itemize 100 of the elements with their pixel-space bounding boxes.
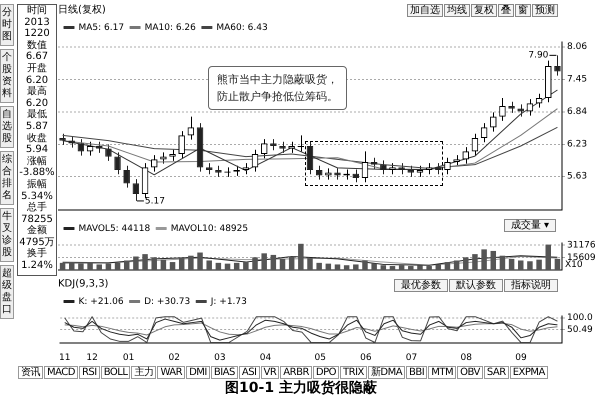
bar — [270, 254, 276, 270]
bar — [508, 258, 514, 270]
x-tick-label: 09 — [515, 352, 527, 363]
bar — [142, 254, 148, 270]
text: SAR — [484, 366, 509, 379]
text: 叠 — [498, 4, 514, 17]
bar — [106, 264, 112, 270]
bar — [252, 257, 258, 270]
candlestick — [252, 149, 258, 172]
text: MACD — [44, 366, 78, 379]
text: 5.94 — [24, 144, 50, 156]
candlestick — [160, 152, 167, 164]
bar — [472, 254, 478, 270]
chart-title: 日线(复权) — [58, 4, 106, 16]
text: 收盘 — [26, 132, 48, 144]
bar — [151, 257, 157, 270]
text: 分时图 — [1, 7, 13, 43]
bar — [307, 258, 313, 270]
bar — [536, 260, 542, 270]
text: 综合排名 — [1, 154, 13, 202]
legend-label: J: +1.73 — [210, 296, 247, 307]
bar — [316, 262, 322, 270]
bar — [60, 262, 66, 270]
x-tick-label: 07 — [406, 352, 418, 363]
y-tick-label: 6.84 — [567, 107, 588, 118]
text: 最高 — [26, 86, 48, 98]
callout-box: 熊市当中主力隐蔽吸货， 防止散户争抢低位筹码。 — [208, 66, 347, 110]
text: 复权 — [471, 4, 497, 17]
candlestick — [124, 165, 130, 188]
bar — [398, 265, 404, 270]
legend-label: MA5: 6.17 — [78, 22, 124, 33]
bar — [417, 265, 423, 270]
candlestick — [188, 116, 194, 140]
y-tick-label: 8.06 — [567, 42, 588, 52]
candlestick — [472, 133, 478, 156]
bar — [463, 257, 469, 270]
text: 振幅 — [26, 178, 48, 190]
text: OBV — [457, 366, 483, 379]
text: 牛叉诊股 — [1, 211, 13, 259]
bar — [298, 244, 304, 270]
text: 主力 — [131, 366, 156, 379]
text: 数值 — [26, 40, 48, 52]
legend-label: MAVOL10: 48925 — [170, 224, 248, 234]
bar — [216, 262, 222, 270]
text: 时间 — [26, 5, 48, 17]
text: 默认参数 — [449, 279, 503, 292]
text: DPO — [312, 366, 340, 379]
bar — [390, 266, 396, 270]
bar — [518, 260, 524, 270]
legend-label: K: +21.06 — [78, 296, 124, 307]
bar — [206, 260, 212, 270]
text: 指标说明 — [504, 279, 558, 292]
text: 窗 — [515, 4, 531, 17]
annotation: 5.17 — [144, 196, 165, 206]
bar — [454, 260, 460, 270]
text: 自选股 — [1, 109, 13, 145]
x-tick-label: 05 — [314, 352, 326, 363]
bar — [344, 265, 350, 270]
candlestick — [68, 136, 75, 148]
bar — [160, 260, 166, 270]
bar — [426, 266, 432, 270]
bar — [261, 253, 267, 270]
text: 均线 — [444, 4, 470, 17]
text: 2013 — [23, 16, 51, 28]
bar — [224, 264, 230, 270]
text: VR — [260, 366, 280, 379]
y-tick-label: 7.45 — [567, 74, 588, 85]
legend-label: D: +30.73 — [144, 296, 190, 307]
bar — [78, 264, 84, 270]
y-tick-label: 50.49 — [567, 324, 594, 335]
bar — [546, 244, 552, 270]
text: 金额 — [26, 225, 48, 237]
bar — [500, 256, 506, 270]
text: 4795万 — [18, 236, 56, 248]
annotation: 防止散户争抢低位筹码。 — [217, 89, 338, 105]
candlestick — [352, 168, 360, 183]
text: 涨幅 — [26, 156, 48, 168]
text: 加自选 — [407, 4, 443, 17]
candlestick — [334, 168, 341, 180]
y-tick-label: 6.23 — [567, 140, 588, 150]
bar — [170, 262, 176, 270]
x-tick-label: 06 — [360, 352, 372, 363]
text: DMI — [186, 366, 210, 379]
candlestick — [518, 104, 524, 118]
x-tick-label: 12 — [86, 352, 98, 363]
bar — [68, 262, 74, 270]
text: -3.88% — [18, 167, 56, 179]
annotation: 熊市当中主力隐蔽吸货， — [217, 72, 338, 88]
bar — [96, 264, 102, 270]
bar — [371, 264, 377, 270]
text: 图10-1 主力吸货很隐蔽 — [224, 379, 378, 397]
text: 最优参数 — [394, 279, 448, 292]
bar — [436, 264, 442, 270]
candlestick — [526, 98, 534, 116]
text: 6.20 — [24, 98, 50, 109]
x-tick-label: 02 — [168, 352, 180, 363]
text: 个股资料 — [1, 52, 13, 100]
text: 1.24% — [20, 260, 54, 272]
x-tick-label: 03 — [214, 352, 226, 363]
candlestick — [362, 150, 368, 183]
